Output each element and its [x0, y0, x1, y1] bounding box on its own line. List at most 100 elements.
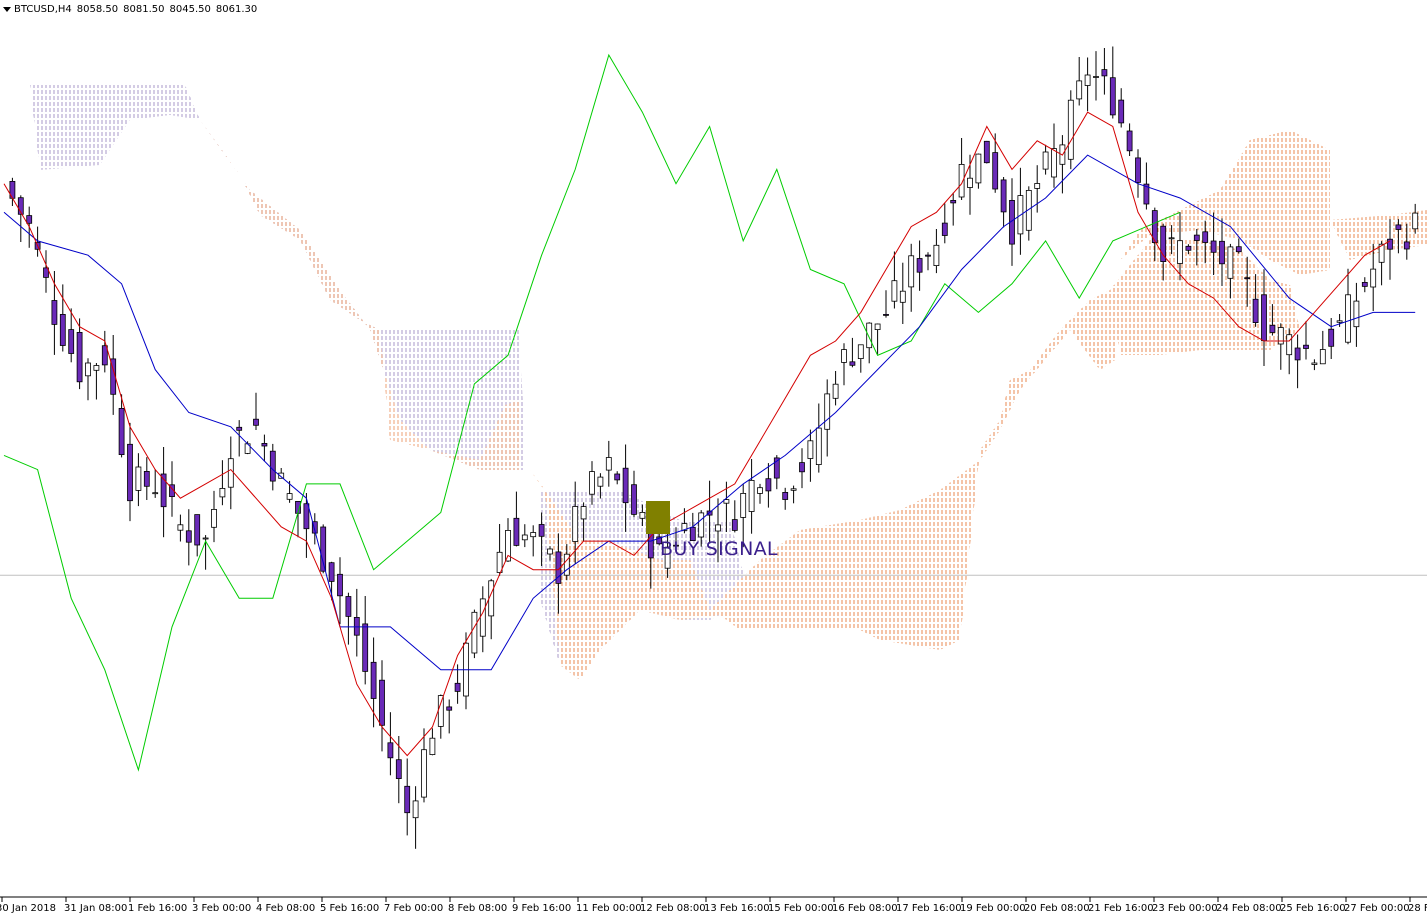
candle-bear	[17, 197, 24, 215]
symbol-dropdown-icon[interactable]	[3, 7, 11, 12]
candle-bear	[513, 517, 520, 546]
candle-bear	[1269, 324, 1276, 333]
candle-bull	[790, 488, 797, 491]
candle-bear	[160, 473, 167, 508]
x-tick-label: 25 Feb 16:00	[1280, 903, 1346, 914]
candle-bull	[530, 532, 537, 538]
candle-bear	[269, 450, 276, 482]
candle-bear	[916, 258, 923, 273]
chart-header: BTCUSD,H4 8058.50 8081.50 8045.50 8061.30	[14, 4, 262, 15]
candle-bull	[1168, 237, 1175, 240]
x-tick-label: 12 Feb 08:00	[640, 903, 706, 914]
candle-bear	[194, 514, 201, 546]
x-axis-ticks: 30 Jan 2018 31 Jan 08:00 1 Feb 16:00 3 Feb …	[0, 897, 1427, 914]
candle-bull	[1177, 240, 1183, 264]
candle-bear	[1252, 298, 1259, 324]
candle-bear	[782, 491, 789, 500]
candle-bear	[143, 470, 150, 487]
candle-bear	[622, 467, 629, 504]
candle-bull	[958, 163, 965, 198]
candle-bear	[345, 596, 352, 617]
candle-bull	[1319, 349, 1326, 365]
x-tick-label: 13 Feb 16:00	[704, 903, 770, 914]
candle-bear	[59, 313, 66, 346]
candle-bull	[975, 153, 982, 184]
candle-bull	[278, 472, 285, 479]
candle-bull	[639, 512, 646, 519]
x-tick-label: 4 Feb 08:00	[256, 903, 315, 914]
candle-bear	[1244, 277, 1251, 280]
candle-bull	[479, 598, 486, 637]
candle-bull	[563, 553, 570, 576]
candle-bear	[1361, 281, 1368, 287]
x-tick-label: 31 Jan 08:00	[64, 903, 127, 914]
candle-bear	[1101, 69, 1108, 77]
candle-bull	[547, 548, 553, 555]
candle-bull	[698, 512, 705, 538]
candle-bear	[1118, 99, 1125, 124]
candle-bull	[505, 530, 511, 562]
buy-signal-label: BUY SIGNAL	[660, 538, 778, 560]
candle-bull	[1067, 99, 1074, 160]
candle-bull	[1286, 334, 1293, 356]
candle-bear	[1395, 224, 1402, 230]
cloud-bull-5	[1330, 210, 1427, 260]
candle-bear	[261, 442, 268, 447]
candle-bull	[211, 508, 217, 528]
candle-bull	[908, 255, 915, 288]
candle-bear	[1210, 240, 1217, 253]
x-tick-label: 28 Feb	[1408, 903, 1427, 914]
candle-bear	[362, 623, 369, 672]
candle-bull	[857, 344, 864, 359]
candle-bear	[1126, 130, 1133, 152]
candle-bull	[496, 551, 503, 573]
candle-bull	[807, 440, 814, 459]
candle-bull	[572, 506, 579, 542]
candle-bull	[815, 427, 822, 466]
x-tick-label: 21 Feb 16:00	[1088, 903, 1154, 914]
candle-bear	[1387, 238, 1393, 250]
candle-bear	[1219, 240, 1225, 265]
candle-bull	[891, 280, 898, 302]
candle-bear	[983, 140, 990, 164]
candle-bear	[773, 457, 780, 479]
candle-bull	[1093, 76, 1099, 78]
candle-bear	[127, 443, 133, 502]
candle-bear	[337, 573, 343, 597]
candle-bear	[941, 222, 948, 236]
candle-bear	[51, 300, 58, 325]
candle-bull	[85, 362, 91, 377]
candle-bull	[202, 537, 209, 540]
high-value: 8081.50	[123, 4, 165, 15]
candle-bull	[605, 457, 612, 471]
candle-bull	[1025, 189, 1032, 231]
open-value: 8058.50	[76, 4, 119, 15]
candle-bear	[185, 530, 192, 543]
candle-bull	[219, 487, 226, 498]
candle-bull	[841, 349, 847, 363]
candle-bear	[101, 345, 108, 366]
x-tick-label: 30 Jan 2018	[0, 903, 56, 914]
candle-bear	[1328, 328, 1335, 347]
x-tick-label: 1 Feb 16:00	[128, 903, 187, 914]
x-tick-label: 23 Feb 00:00	[1152, 903, 1218, 914]
candle-bull	[681, 523, 688, 531]
candle-bear	[1403, 241, 1410, 250]
x-tick-label: 15 Feb 00:00	[768, 903, 834, 914]
candle-bear	[379, 679, 385, 726]
candle-bull	[227, 458, 234, 488]
candle-bull	[1034, 183, 1041, 189]
candle-bear	[169, 484, 175, 497]
plot-area	[0, 0, 1427, 897]
candle-bear	[1303, 344, 1309, 349]
x-tick-label: 3 Feb 00:00	[192, 903, 251, 914]
candle-bear	[387, 742, 394, 759]
low-value: 8045.50	[169, 4, 211, 15]
candle-bear	[1143, 183, 1150, 205]
candle-bull	[152, 492, 159, 495]
candle-bull	[589, 471, 595, 495]
candle-bull	[748, 479, 755, 512]
candle-bull	[177, 524, 184, 531]
